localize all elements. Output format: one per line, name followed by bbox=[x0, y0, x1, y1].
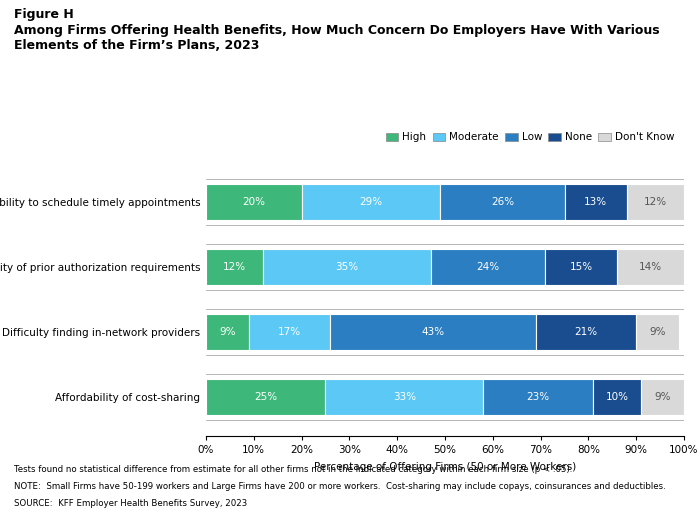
Bar bbox=[637, 314, 679, 350]
Text: 23%: 23% bbox=[527, 392, 550, 402]
Text: 43%: 43% bbox=[422, 327, 445, 337]
Bar bbox=[206, 184, 302, 219]
Text: Elements of the Firm’s Plans, 2023: Elements of the Firm’s Plans, 2023 bbox=[14, 39, 260, 52]
Text: Figure H: Figure H bbox=[14, 8, 74, 21]
Text: 9%: 9% bbox=[219, 327, 236, 337]
Text: 25%: 25% bbox=[254, 392, 277, 402]
Text: NOTE:  Small Firms have 50-199 workers and Large Firms have 200 or more workers.: NOTE: Small Firms have 50-199 workers an… bbox=[14, 482, 666, 491]
Text: 9%: 9% bbox=[654, 392, 671, 402]
Text: 9%: 9% bbox=[650, 327, 666, 337]
Text: 29%: 29% bbox=[359, 197, 383, 207]
Text: 17%: 17% bbox=[278, 327, 301, 337]
Text: 35%: 35% bbox=[336, 262, 359, 272]
X-axis label: Percentage of Offering Firms (50 or More Workers): Percentage of Offering Firms (50 or More… bbox=[314, 461, 576, 472]
Text: 12%: 12% bbox=[223, 262, 246, 272]
Text: 33%: 33% bbox=[393, 392, 416, 402]
Text: 24%: 24% bbox=[477, 262, 500, 272]
Bar bbox=[593, 379, 641, 415]
Bar bbox=[536, 314, 637, 350]
Bar bbox=[249, 314, 330, 350]
Text: SOURCE:  KFF Employer Health Benefits Survey, 2023: SOURCE: KFF Employer Health Benefits Sur… bbox=[14, 499, 247, 508]
Bar bbox=[483, 379, 593, 415]
Text: 26%: 26% bbox=[491, 197, 514, 207]
Bar bbox=[617, 249, 684, 285]
Bar bbox=[641, 379, 684, 415]
Bar bbox=[565, 184, 627, 219]
Text: 13%: 13% bbox=[584, 197, 607, 207]
Bar bbox=[206, 249, 263, 285]
Bar bbox=[627, 184, 684, 219]
Bar bbox=[545, 249, 617, 285]
Text: 14%: 14% bbox=[639, 262, 662, 272]
Bar bbox=[325, 379, 483, 415]
Bar bbox=[263, 249, 431, 285]
Text: Among Firms Offering Health Benefits, How Much Concern Do Employers Have With Va: Among Firms Offering Health Benefits, Ho… bbox=[14, 24, 660, 37]
Bar bbox=[431, 249, 545, 285]
Bar bbox=[330, 314, 536, 350]
Text: 12%: 12% bbox=[644, 197, 667, 207]
Text: 15%: 15% bbox=[570, 262, 593, 272]
Text: 10%: 10% bbox=[606, 392, 629, 402]
Bar bbox=[206, 379, 325, 415]
Bar bbox=[302, 184, 440, 219]
Bar bbox=[206, 314, 249, 350]
Text: Tests found no statistical difference from estimate for all other firms not in t: Tests found no statistical difference fr… bbox=[14, 465, 572, 474]
Text: 21%: 21% bbox=[574, 327, 597, 337]
Bar bbox=[440, 184, 565, 219]
Legend: High, Moderate, Low, None, Don't Know: High, Moderate, Low, None, Don't Know bbox=[382, 128, 679, 146]
Text: 20%: 20% bbox=[242, 197, 265, 207]
